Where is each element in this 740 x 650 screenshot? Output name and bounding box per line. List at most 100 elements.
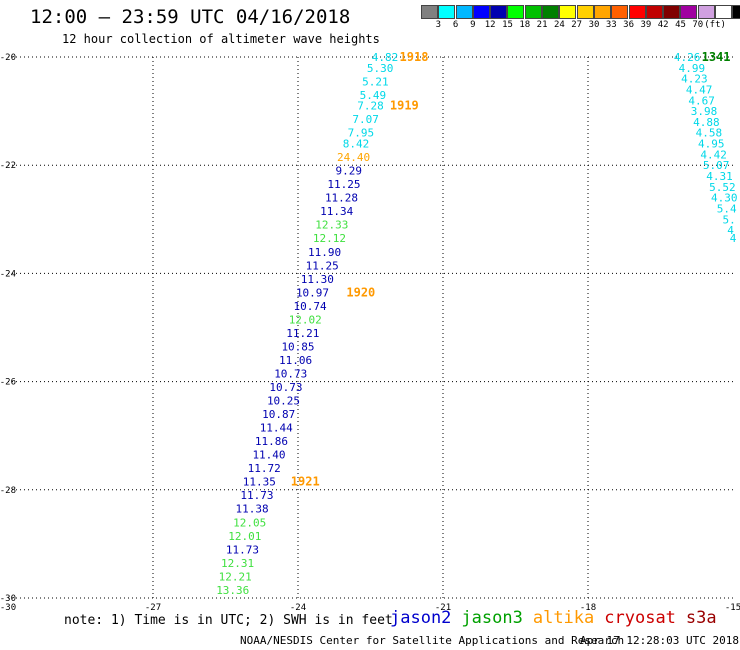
- pass-annotation: 1921: [291, 475, 320, 489]
- colorbar-swatch: [421, 5, 438, 19]
- colorbar-swatch: [559, 5, 577, 19]
- colorbar-swatch: [593, 5, 611, 19]
- wave-height-label: 11.28: [325, 192, 358, 205]
- colorbar-label: 70: [692, 20, 704, 30]
- colorbar-legend: 3 6 9 12 15 18 21 24 27 30 33 36 39 42 45 70 (ft): [421, 5, 740, 33]
- colorbar-swatch: [628, 5, 646, 19]
- wave-height-label: 11.25: [327, 178, 360, 191]
- colorbar-label: 45: [675, 20, 686, 30]
- pass-annotation: 1920: [346, 285, 375, 299]
- wave-height-label: 7.28: [357, 100, 384, 113]
- y-tick-label: -26: [0, 378, 16, 388]
- y-tick-label: -22: [0, 161, 16, 171]
- wave-height-label: 10.25: [267, 395, 300, 408]
- wave-height-label: 4.99: [679, 62, 706, 75]
- x-tick-label: -27: [145, 603, 161, 613]
- colorbar-swatch: [680, 5, 698, 19]
- wave-height-label: 11.86: [255, 435, 288, 448]
- wave-height-label: 12.01: [228, 530, 261, 543]
- wave-height-label: 4.23: [681, 73, 708, 86]
- colorbar-label: 18: [519, 20, 531, 30]
- colorbar-label: 42: [657, 20, 669, 30]
- colorbar-label: 15: [502, 20, 513, 30]
- wave-height-label: 12.02: [289, 313, 322, 326]
- wave-height-label: 4: [727, 224, 734, 237]
- wave-height-label: 10.85: [281, 340, 314, 353]
- wave-height-label: 5.49: [360, 89, 387, 102]
- colorbar-swatch: [611, 5, 629, 19]
- satellite-legend-item: s3a: [685, 608, 717, 628]
- colorbar-swatch: [645, 5, 663, 19]
- colorbar-swatch: [472, 5, 490, 19]
- wave-height-label: 12.33: [315, 219, 348, 232]
- colorbar-swatch: [524, 5, 542, 19]
- pass-annotation: 1918: [400, 50, 429, 64]
- footer-note: note: 1) Time is in UTC; 2) SWH is in fe…: [64, 613, 393, 628]
- wave-height-label: 10.74: [294, 300, 327, 313]
- colorbar-label: 27: [571, 20, 583, 30]
- wave-height-label: 8.42: [343, 138, 370, 151]
- wave-height-label: 4.30: [711, 192, 738, 205]
- wave-height-label: 10.73: [274, 367, 307, 380]
- colorbar-swatch: [715, 5, 733, 19]
- wave-height-label: 12.21: [219, 570, 252, 583]
- wave-height-label: 4.95: [698, 138, 725, 151]
- satellite-legend: jason2 jason3 altika cryosat s3a: [390, 608, 727, 628]
- x-tick-label: -18: [580, 603, 596, 613]
- wave-height-label: 4.42: [700, 148, 727, 161]
- colorbar-label: 9: [470, 20, 476, 30]
- wave-height-label: 3.98: [691, 105, 718, 118]
- wave-height-label: 5.21: [362, 75, 389, 88]
- colorbar-label: 12: [484, 20, 496, 30]
- y-tick-label: -30: [0, 594, 16, 604]
- wave-height-label: 5.: [723, 213, 736, 226]
- wave-height-label: 4.26: [674, 51, 701, 64]
- colorbar-label: 33: [605, 20, 617, 30]
- wave-height-label: 4.58: [696, 127, 723, 140]
- pass-annotation: 1341: [702, 50, 731, 64]
- y-tick-label: -28: [0, 486, 16, 496]
- wave-height-label: 11.73: [226, 543, 259, 556]
- wave-height-label: 4.82: [372, 51, 399, 64]
- x-tick-label: -30: [0, 603, 16, 613]
- colorbar-label: 36: [623, 20, 635, 30]
- colorbar-label: 39: [640, 20, 652, 30]
- colorbar-swatch: [576, 5, 594, 19]
- chart-title: 12:00 – 23:59 UTC 04/16/2018: [30, 6, 351, 28]
- colorbar-label: 3: [435, 20, 441, 30]
- satellite-legend-item: jason2: [390, 608, 452, 628]
- colorbar-label: 30: [588, 20, 600, 30]
- credit-text: NOAA/NESDIS Center for Satellite Applica…: [240, 634, 625, 647]
- wave-height-label: 7.07: [352, 113, 379, 126]
- generated-timestamp: Apr 17 12:28:03 UTC 2018: [580, 634, 739, 647]
- wave-height-label: 11.25: [306, 259, 339, 272]
- wave-height-label: 5.30: [367, 62, 394, 75]
- wave-height-label: 11.34: [320, 205, 353, 218]
- colorbar-swatch: [732, 5, 740, 19]
- colorbar-swatch: [455, 5, 473, 19]
- wave-height-label: 12.31: [221, 557, 254, 570]
- wave-height-label: 11.90: [308, 246, 341, 259]
- wave-height-label: 11.44: [260, 422, 293, 435]
- wave-height-label: 5.07: [703, 159, 730, 172]
- colorbar-swatch: [438, 5, 456, 19]
- wave-height-label: 12.05: [233, 516, 266, 529]
- pass-annotation: 1919: [390, 99, 419, 113]
- x-tick-label: -24: [290, 603, 306, 613]
- wave-height-label: 9.29: [336, 165, 363, 178]
- colorbar-label: 21: [536, 20, 548, 30]
- wave-height-label: 13.36: [216, 584, 249, 597]
- wave-height-label: 11.38: [236, 503, 269, 516]
- wave-height-label: 10.87: [262, 408, 295, 421]
- colorbar-swatch: [490, 5, 508, 19]
- colorbar-swatch: [697, 5, 715, 19]
- wave-height-label: 4.88: [693, 116, 720, 129]
- satellite-legend-item: jason3: [461, 608, 523, 628]
- wave-height-label: 7.95: [348, 127, 375, 140]
- wave-height-label: 11.35: [243, 476, 276, 489]
- satellite-legend-item: altika: [532, 608, 595, 628]
- wave-height-label: 11.06: [279, 354, 312, 367]
- colorbar-label: 6: [452, 20, 459, 30]
- wave-height-label: 11.72: [248, 462, 281, 475]
